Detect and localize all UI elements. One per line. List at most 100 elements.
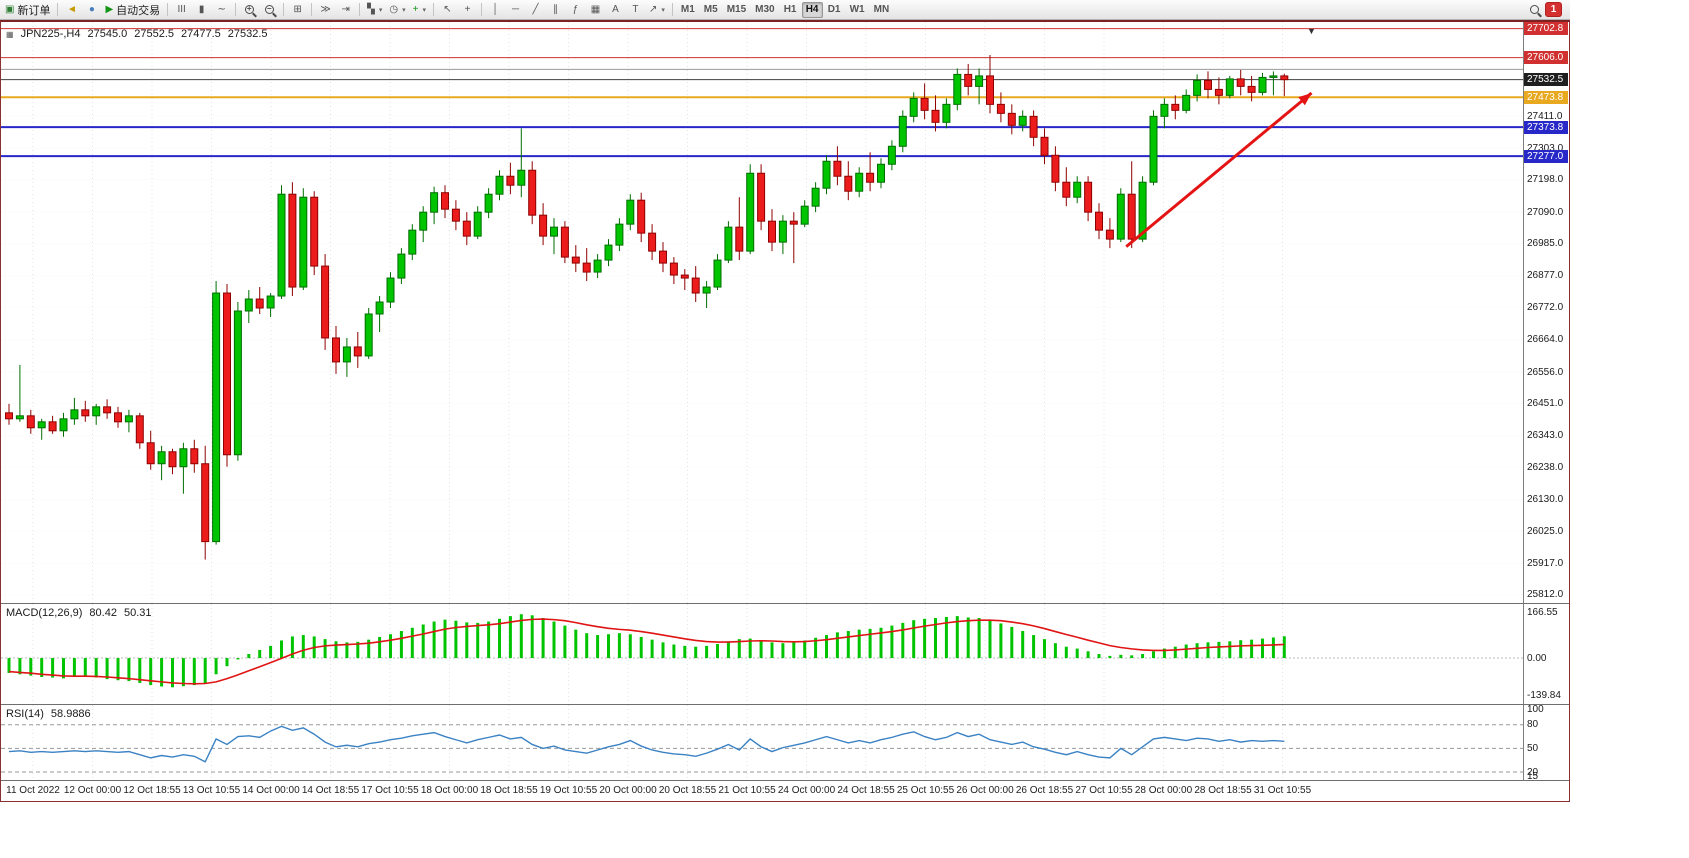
horizontal-line-button[interactable]: ─ <box>506 2 525 18</box>
candle-body <box>1018 115 1027 126</box>
candle-body <box>1040 136 1049 156</box>
time-label: 28 Oct 00:00 <box>1134 785 1193 796</box>
auto-scroll-button[interactable]: ≫ <box>316 2 335 18</box>
scale-tick-label: 26451.0 <box>1527 398 1564 410</box>
candle-body <box>48 421 57 432</box>
candle-body <box>593 259 602 273</box>
rsi-value: 58.9886 <box>50 708 91 720</box>
candlesticks <box>5 54 1289 560</box>
toolbar-separator <box>359 3 361 16</box>
arrows-button[interactable]: ↗ ▾ <box>646 2 668 18</box>
macd-scale[interactable]: 166.55 0.00 -139.84 <box>1523 604 1569 704</box>
trend-arrow[interactable] <box>1125 91 1313 248</box>
candle-body <box>1149 115 1158 183</box>
tf-m5-button[interactable]: M5 <box>700 2 722 18</box>
candle-body <box>364 313 373 357</box>
toolbar-separator <box>311 3 313 16</box>
new-chart-button[interactable]: ▚ ▾ <box>364 2 385 18</box>
candle-body <box>1062 181 1071 198</box>
fibonacci-button[interactable]: ƒ <box>566 2 585 18</box>
candle-body <box>757 172 766 222</box>
candle-body <box>669 262 678 276</box>
profiles-button[interactable]: ◷ ▾ <box>386 2 408 18</box>
arrow-object-icon: ↗ <box>648 3 658 15</box>
chart-shift-marker[interactable]: ▼ <box>1307 26 1316 36</box>
vertical-line-icon: │ <box>492 3 499 15</box>
tf-d1-button[interactable]: D1 <box>824 2 845 18</box>
zoom-in-icon: + <box>245 4 258 18</box>
candle-body <box>768 220 776 243</box>
shapes-button[interactable]: ▦ <box>586 2 605 18</box>
candlestick-icon: ▮ <box>198 3 205 15</box>
horizontal-line-icon: ─ <box>511 3 520 15</box>
community-button[interactable]: ● <box>82 2 101 18</box>
tf-w1-button[interactable]: W1 <box>846 2 869 18</box>
zoom-in-button[interactable]: + <box>240 2 259 18</box>
candle-body <box>778 220 787 243</box>
candle-body <box>822 160 831 189</box>
tf-h1-button[interactable]: H1 <box>780 2 801 18</box>
price-chart-canvas[interactable]: ▼ <box>1 22 1523 603</box>
candle-body <box>931 109 940 123</box>
candle-body <box>1204 79 1212 90</box>
candle-body <box>430 192 439 213</box>
tf-m15-button[interactable]: M15 <box>723 2 750 18</box>
zoom-out-button[interactable]: − <box>260 2 279 18</box>
crosshair-button[interactable]: + <box>458 2 477 18</box>
autotrading-button[interactable]: ▶ 自动交易 <box>102 2 163 18</box>
scale-tick-label: 20 <box>1527 766 1539 778</box>
candle-body <box>462 220 471 237</box>
candle-body <box>321 265 330 339</box>
vertical-line-button[interactable]: │ <box>486 2 505 18</box>
candle-body <box>408 229 417 255</box>
tf-h4-button[interactable]: H4 <box>801 1 823 18</box>
toolbar-separator <box>671 3 673 16</box>
scale-tick-label: 25917.0 <box>1527 557 1564 569</box>
macd-canvas[interactable] <box>1 604 1523 704</box>
indicators-button[interactable]: + ▾ <box>410 2 429 18</box>
chart-symbol-icon[interactable]: ▦ <box>6 29 14 39</box>
notifications-badge[interactable]: 1 <box>1545 2 1562 17</box>
time-label: 26 Oct 18:55 <box>1015 785 1074 796</box>
search-button[interactable] <box>1525 2 1544 18</box>
candle-body <box>1073 181 1082 198</box>
macd-panel[interactable]: MACD(12,26,9) 80.42 50.31 166.55 0.00 -139… <box>1 604 1569 705</box>
candlestick-chart-button[interactable]: ▮ <box>192 2 211 18</box>
text-button[interactable]: A <box>606 2 625 18</box>
tf-m1-button[interactable]: M1 <box>677 2 699 18</box>
candle-body <box>1105 229 1114 240</box>
tf-mn-button[interactable]: MN <box>870 2 894 18</box>
bar-chart-button[interactable]: ΙΙΙ <box>172 2 191 18</box>
scale-tick-label: 25812.0 <box>1527 589 1564 601</box>
cursor-button[interactable]: ↖ <box>438 2 457 18</box>
alerts-sound-button[interactable]: ◄ <box>62 2 81 18</box>
time-label: 19 Oct 10:55 <box>539 785 598 796</box>
megaphone-icon: ◄ <box>67 3 77 15</box>
time-axis[interactable]: 11 Oct 2022 12 Oct 00:00 12 Oct 18:55 13 Oc… <box>1 781 1569 801</box>
chart-shift-icon: ⇥ <box>341 3 350 15</box>
rsi-line <box>8 725 1285 763</box>
rsi-scale[interactable]: 100 80 50 20 15 <box>1523 704 1569 782</box>
line-chart-button[interactable]: ∼ <box>212 2 231 18</box>
price-scale[interactable]: 27411.0 27303.0 27198.0 27090.0 26985.0 26877… <box>1523 22 1569 603</box>
time-label: 31 Oct 10:55 <box>1253 785 1312 796</box>
toolbar-separator <box>283 3 285 16</box>
text-label-button[interactable]: T <box>626 2 645 18</box>
tile-windows-button[interactable]: ⊞ <box>288 2 307 18</box>
chart-shift-button[interactable]: ⇥ <box>336 2 355 18</box>
tf-m30-button[interactable]: M30 <box>751 2 778 18</box>
rsi-panel[interactable]: RSI(14) 58.9886 100 80 50 20 15 <box>1 704 1569 782</box>
price-chart-panel[interactable]: ▼ ▦ JPN225-,H4 27545.0 27552.5 27477.5 2… <box>1 22 1569 604</box>
candle-body <box>484 193 493 213</box>
equidistant-channel-button[interactable]: ∥ <box>546 2 565 18</box>
new-order-icon: ▣ <box>5 3 15 15</box>
horizontal-price-lines <box>1 28 1523 158</box>
candle-body <box>724 226 733 261</box>
rsi-canvas[interactable] <box>1 705 1523 780</box>
chevron-down-icon: ▾ <box>402 6 406 14</box>
label-icon: T <box>632 3 639 15</box>
candle-body <box>37 421 46 429</box>
candle-body <box>353 346 362 357</box>
new-order-button[interactable]: ▣ 新订单 <box>2 2 53 18</box>
trendline-button[interactable]: ╱ <box>526 2 545 18</box>
